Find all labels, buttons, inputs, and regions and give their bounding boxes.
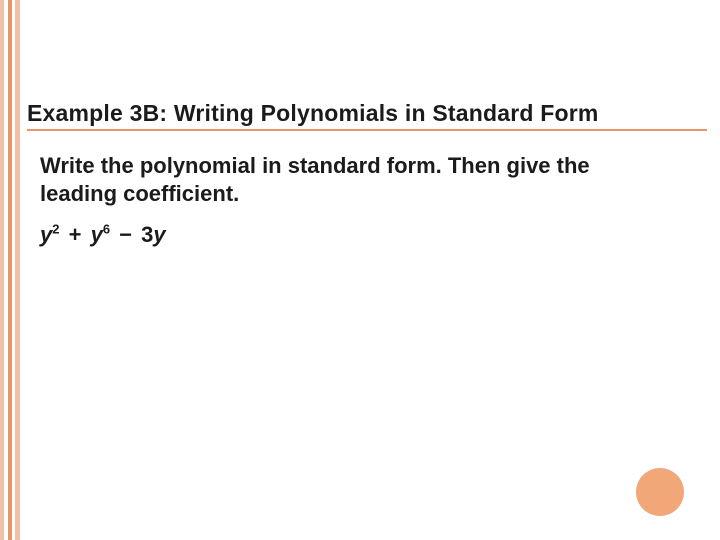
left-stripe-3 bbox=[15, 0, 20, 540]
example-title: Example 3B: Writing Polynomials in Stand… bbox=[27, 100, 707, 131]
left-stripe-1 bbox=[0, 0, 4, 540]
left-stripe-2 bbox=[8, 0, 12, 540]
decor-circle bbox=[636, 468, 684, 516]
slide: Example 3B: Writing Polynomials in Stand… bbox=[0, 0, 720, 540]
polynomial-expression: y2 + y6 − 3y bbox=[40, 222, 166, 248]
instruction-text: Write the polynomial in standard form. T… bbox=[40, 152, 670, 207]
